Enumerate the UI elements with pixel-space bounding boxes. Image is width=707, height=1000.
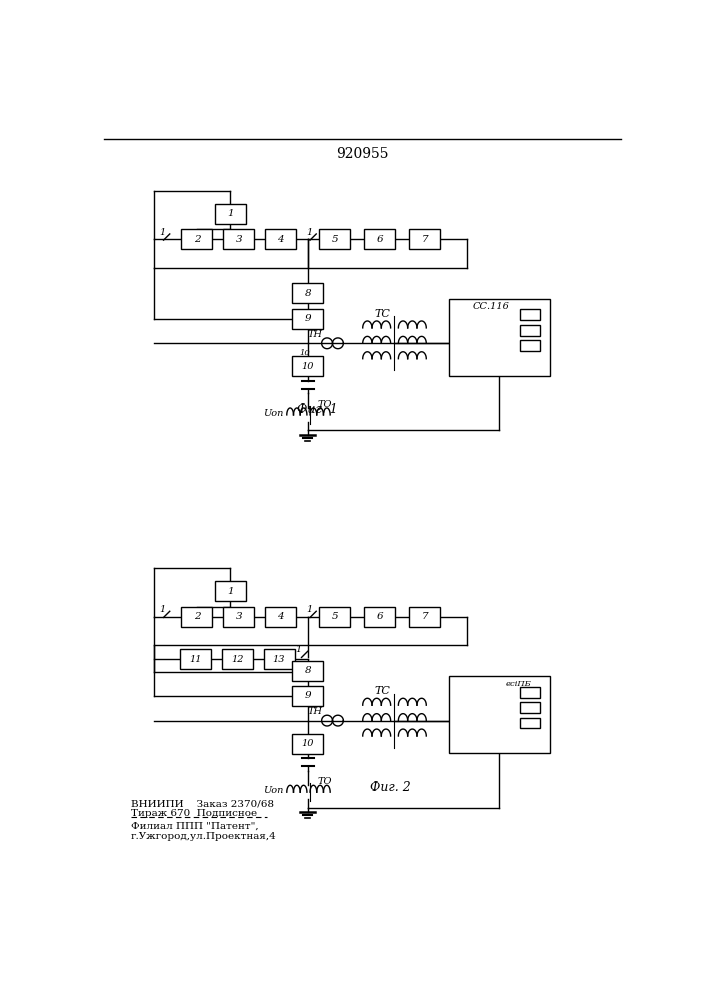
Text: 3: 3 [235, 612, 242, 621]
FancyBboxPatch shape [292, 661, 323, 681]
Text: 3: 3 [235, 235, 242, 244]
FancyBboxPatch shape [180, 649, 211, 669]
Text: Тираж 670  Подписное: Тираж 670 Подписное [131, 808, 257, 818]
Text: 4: 4 [277, 235, 284, 244]
Text: 12: 12 [231, 654, 243, 664]
FancyBboxPatch shape [320, 607, 351, 627]
Text: ТС: ТС [375, 686, 391, 696]
FancyBboxPatch shape [265, 607, 296, 627]
Text: 1: 1 [227, 587, 233, 596]
Text: Uоп: Uоп [264, 786, 284, 795]
Text: 9: 9 [305, 691, 311, 700]
Text: ТН: ТН [308, 707, 323, 716]
Bar [520, 325, 540, 336]
Text: 7: 7 [421, 235, 428, 244]
FancyBboxPatch shape [223, 607, 255, 627]
FancyBboxPatch shape [222, 649, 252, 669]
Text: 1: 1 [159, 605, 165, 614]
FancyBboxPatch shape [292, 309, 323, 329]
Bar [520, 340, 540, 351]
Text: г.Ужгород,ул.Проектная,4: г.Ужгород,ул.Проектная,4 [131, 832, 276, 841]
FancyBboxPatch shape [292, 734, 323, 754]
FancyBboxPatch shape [364, 607, 395, 627]
Text: 10: 10 [299, 349, 310, 357]
Text: 11: 11 [189, 654, 201, 664]
Text: 4: 4 [277, 612, 284, 621]
Text: 8: 8 [305, 289, 311, 298]
Text: 1: 1 [306, 605, 312, 614]
Text: 920955: 920955 [336, 147, 388, 161]
Bar [520, 687, 540, 698]
FancyBboxPatch shape [364, 229, 395, 249]
Text: 8: 8 [305, 666, 311, 675]
Text: есіПБ: есіПБ [506, 680, 532, 688]
Text: 10: 10 [301, 362, 314, 371]
FancyBboxPatch shape [264, 649, 295, 669]
Bar [449, 299, 549, 376]
FancyBboxPatch shape [223, 229, 255, 249]
Text: ТО: ТО [317, 400, 332, 409]
FancyBboxPatch shape [182, 229, 212, 249]
Text: Фиг. 1: Фиг. 1 [297, 403, 337, 416]
Text: 1: 1 [159, 228, 165, 237]
Text: СС.116: СС.116 [473, 302, 510, 311]
FancyBboxPatch shape [292, 283, 323, 303]
Text: 5: 5 [332, 235, 338, 244]
Text: ВНИИПИ    Заказ 2370/68: ВНИИПИ Заказ 2370/68 [131, 799, 274, 808]
FancyBboxPatch shape [320, 229, 351, 249]
Bar [520, 718, 540, 728]
FancyBboxPatch shape [409, 607, 440, 627]
Text: ТС: ТС [375, 309, 391, 319]
Text: ТО: ТО [317, 777, 332, 786]
Text: 7: 7 [421, 612, 428, 621]
FancyBboxPatch shape [265, 229, 296, 249]
Text: 10: 10 [301, 739, 314, 748]
Text: ТН: ТН [308, 330, 323, 339]
Text: Филиал ППП "Патент",: Филиал ППП "Патент", [131, 822, 259, 831]
Text: 9: 9 [305, 314, 311, 323]
Text: 13: 13 [273, 654, 286, 664]
FancyBboxPatch shape [409, 229, 440, 249]
Text: Фиг. 2: Фиг. 2 [370, 781, 411, 794]
FancyBboxPatch shape [292, 686, 323, 706]
FancyBboxPatch shape [292, 356, 323, 376]
FancyBboxPatch shape [182, 607, 212, 627]
FancyBboxPatch shape [215, 204, 246, 224]
Text: Uоп: Uоп [264, 409, 284, 418]
FancyBboxPatch shape [215, 581, 246, 601]
Text: 6: 6 [376, 235, 383, 244]
Text: 1: 1 [296, 645, 301, 654]
Text: 1: 1 [227, 209, 233, 218]
Bar [520, 309, 540, 320]
Text: 2: 2 [194, 612, 200, 621]
Bar [520, 702, 540, 713]
Text: 5: 5 [332, 612, 338, 621]
Text: 6: 6 [376, 612, 383, 621]
Text: 2: 2 [194, 235, 200, 244]
Bar [449, 676, 549, 753]
Text: 1: 1 [306, 228, 312, 237]
